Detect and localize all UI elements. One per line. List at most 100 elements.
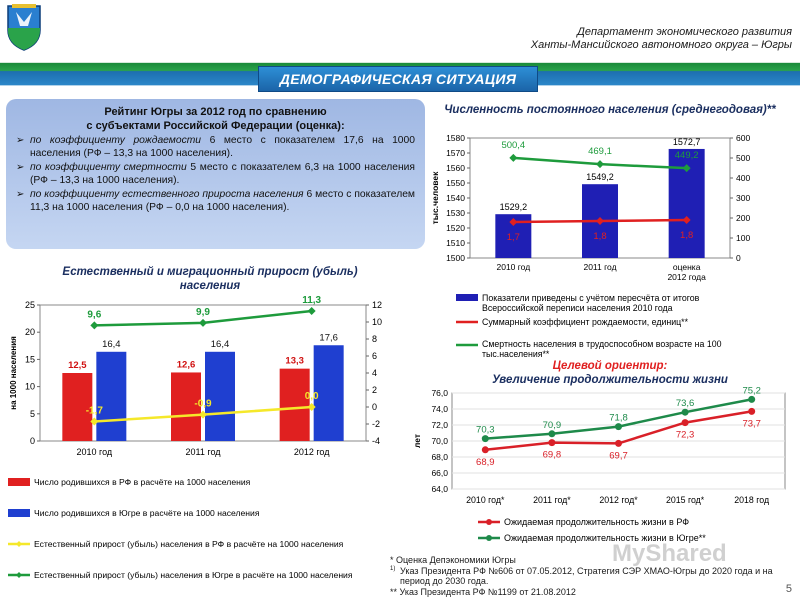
bar-label: 1549,2: [586, 172, 614, 182]
y-tick-label: 1540: [446, 193, 465, 203]
point-label: 70,9: [543, 420, 562, 431]
legend-swatch: [486, 535, 492, 541]
legend-swatch: [16, 541, 22, 547]
series-point: [596, 160, 604, 169]
legend-label: Ожидаемая продолжительность жизни в РФ: [504, 517, 689, 527]
series-point: [509, 153, 518, 162]
point-label: 1,8: [680, 230, 693, 241]
y2-tick-label: 400: [736, 173, 750, 183]
bar-label: 17,6: [319, 332, 338, 343]
x-tick-label: 2010 год: [496, 262, 530, 272]
y-tick-label: 1520: [446, 223, 465, 233]
arrow-bullet-icon: ➢: [16, 189, 25, 200]
y-tick-label: 0: [30, 436, 35, 446]
rating-item: ➢ по коэффициенту рождаемости 6 место с …: [16, 134, 415, 160]
bar-label: 16,4: [102, 339, 121, 350]
natural-chart-title: Естественный и миграционный прирост (убы…: [62, 266, 358, 292]
y2-tick-label: 2: [372, 385, 377, 395]
x-tick-label: 2011 год: [583, 262, 616, 272]
y-axis-label: на 1000 населения: [9, 336, 18, 410]
x-tick-label: 2010 год*: [466, 495, 505, 505]
legend-label: Смертность населения в трудоспособном во…: [482, 339, 722, 349]
series-point: [307, 403, 316, 411]
series-point: [481, 446, 489, 454]
point-label: -0,9: [194, 399, 212, 410]
point-label: 71,8: [609, 413, 628, 424]
rating-item-lead: по коэффициенту естественного прироста н…: [30, 189, 304, 200]
rating-box: Рейтинг Югры за 2012 год по сравнению с …: [6, 99, 425, 249]
legend-label: Число родившихся в РФ в расчёте на 1000 …: [34, 477, 251, 487]
series-point: [596, 217, 604, 225]
y-tick-label: 66,0: [431, 468, 448, 478]
series-point: [682, 164, 691, 173]
legend-label: тыс.населения**: [482, 349, 550, 359]
point-label: 9,9: [196, 307, 210, 318]
footnote-2: 1) Указ Президента РФ №606 от 07.05.2012…: [390, 566, 790, 587]
series-point: [199, 410, 207, 419]
coat-of-arms-icon: [7, 4, 41, 51]
bar-label: 1572,7: [673, 137, 701, 147]
y-tick-label: 74,0: [431, 404, 448, 414]
series-point: [548, 430, 556, 438]
legend-label: Естественный прирост (убыль) населения в…: [34, 570, 353, 580]
point-label: 73,7: [742, 418, 761, 429]
y2-tick-label: 0: [736, 253, 741, 263]
y-tick-label: 1550: [446, 178, 465, 188]
x-tick-label: 2011 год: [186, 447, 222, 457]
series-point: [748, 407, 756, 415]
population-chart-title: Численность постоянного населения (средн…: [444, 104, 776, 116]
point-label: 449,2: [675, 150, 699, 161]
point-label: 9,6: [87, 309, 101, 320]
series-point: [748, 395, 756, 403]
rating-item-text: 5 место с показателем 6,3 на 1000 населе…: [30, 162, 415, 186]
legend-swatch: [8, 478, 30, 486]
footnotes: * Оценка Депэкономики Югры 1) Указ Прези…: [390, 555, 790, 597]
point-label: 469,1: [588, 146, 612, 157]
y-tick-label: 76,0: [431, 388, 448, 398]
natural-growth-legend: Число родившихся в РФ в расчёте на 1000 …: [8, 477, 353, 580]
y2-tick-label: 6: [372, 351, 377, 361]
point-label: 11,3: [302, 295, 321, 306]
legend-label: Ожидаемая продолжительность жизни в Югре…: [504, 533, 706, 543]
footnote-1: * Оценка Депэкономики Югры: [390, 555, 516, 565]
dept-line-2: Ханты-Мансийского автономного округа – Ю…: [530, 39, 792, 51]
x-tick-label: 2012 года: [667, 272, 706, 282]
point-label: 0,0: [305, 391, 319, 402]
natural-growth-chart: 0 5 10 15 20 25 -4 -2 0 2 4 6 8 10 12 на 1000 населения…: [9, 295, 382, 457]
population-chart: 1500 1510 1520 1530 1540 1550 1560 1570 1580 0 100…: [430, 133, 750, 282]
x-tick-label: 2012 год*: [599, 495, 638, 505]
section-title: ДЕМОГРАФИЧЕСКАЯ СИТУАЦИЯ: [279, 71, 517, 87]
legend-label: Суммарный коэффициент рождаемости, едини…: [482, 317, 689, 327]
bar-label: 16,4: [211, 339, 230, 350]
bar: [313, 345, 344, 441]
y2-tick-label: 12: [372, 300, 382, 310]
y-tick-label: 20: [25, 327, 35, 337]
y2-tick-label: -2: [372, 419, 380, 429]
point-label: -1,7: [86, 405, 104, 416]
page-number: 5: [785, 583, 792, 595]
x-tick-label: 2012 год: [294, 447, 330, 457]
y-tick-label: 1560: [446, 163, 465, 173]
legend-label: Всероссийской переписи населения 2010 го…: [482, 303, 673, 313]
legend-label: Число родившихся в Югре в расчёте на 100…: [34, 508, 260, 518]
series-point: [90, 321, 99, 330]
footnote-2-text: Указ Президента РФ №606 от 07.05.2012, С…: [400, 565, 773, 587]
x-tick-label: 2010 год: [76, 447, 112, 457]
bar: [96, 351, 127, 441]
y2-tick-label: 300: [736, 193, 750, 203]
bar-label: 1529,2: [500, 202, 528, 212]
series-point: [90, 417, 99, 426]
bar: [205, 351, 235, 441]
point-label: 1,8: [593, 231, 606, 242]
series-point: [615, 423, 622, 431]
y-tick-label: 25: [25, 300, 35, 310]
point-label: 1,7: [507, 232, 520, 243]
point-label: 500,4: [501, 140, 525, 151]
x-tick-label: оценка: [673, 262, 701, 272]
life-chart-target: Целевой ориентир:: [552, 360, 668, 372]
legend-swatch: [486, 519, 492, 525]
series-point: [681, 408, 689, 416]
arrow-bullet-icon: ➢: [16, 162, 25, 173]
y2-tick-label: 200: [736, 213, 750, 223]
series-point: [199, 318, 207, 327]
